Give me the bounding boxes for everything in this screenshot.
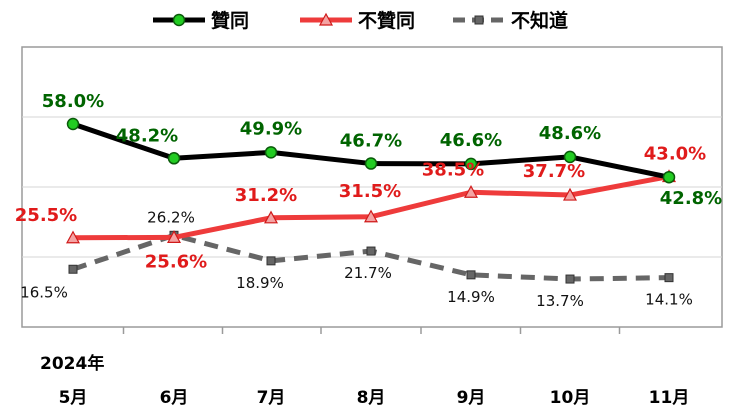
- legend-item: 不贊同: [300, 10, 415, 32]
- data-label: 48.6%: [539, 123, 601, 144]
- x-tick-label: 8月: [357, 388, 386, 408]
- data-label: 16.5%: [20, 283, 68, 301]
- data-label: 43.0%: [644, 144, 706, 165]
- x-axis: 5月 6月 7月 8月 9月 10月 11月 2024年: [40, 353, 689, 408]
- data-label: 21.7%: [344, 264, 392, 282]
- data-label: 14.1%: [645, 291, 693, 309]
- marker-circle: [364, 157, 378, 170]
- marker-square: [565, 274, 575, 284]
- data-label: 42.8%: [660, 188, 722, 209]
- data-label: 13.7%: [536, 292, 584, 310]
- marker-triangle: [463, 184, 479, 198]
- legend-item: 贊同: [153, 10, 249, 32]
- data-label: 38.5%: [422, 159, 484, 180]
- marker-circle: [264, 146, 278, 159]
- series-layer: [65, 117, 677, 284]
- marker-square: [474, 15, 484, 25]
- marker-square: [366, 246, 376, 256]
- data-label: 25.6%: [145, 251, 207, 272]
- data-label: 31.5%: [339, 181, 401, 202]
- data-label: 49.9%: [240, 118, 302, 139]
- x-tick-label: 7月: [257, 388, 286, 408]
- marker-circle: [167, 152, 181, 165]
- legend: 贊同 不贊同 不知道: [153, 9, 568, 32]
- data-label: 58.0%: [42, 91, 104, 112]
- data-label: 26.2%: [147, 208, 195, 226]
- marker-triangle: [363, 209, 379, 223]
- data-labels: 58.0% 48.2% 49.9% 46.7% 46.6% 48.6% 42.8% 25.5%…: [15, 91, 722, 310]
- x-tick-label: 5月: [59, 388, 88, 408]
- x-tick-label: 10月: [550, 388, 591, 408]
- data-label: 25.5%: [15, 205, 77, 226]
- data-label: 14.9%: [447, 288, 495, 306]
- legend-label: 不贊同: [358, 10, 415, 32]
- marker-triangle: [65, 230, 81, 244]
- marker-circle: [66, 117, 80, 131]
- legend-label: 不知道: [511, 9, 568, 32]
- marker-circle: [464, 157, 478, 171]
- marker-triangle: [318, 12, 334, 26]
- x-tick-label: 9月: [457, 388, 486, 408]
- marker-square: [664, 273, 674, 283]
- x-tick-label: 6月: [160, 388, 189, 408]
- marker-triangle: [166, 230, 182, 243]
- plot-area: [21, 46, 723, 334]
- data-label: 18.9%: [236, 274, 284, 292]
- x-tick-label: 11月: [649, 388, 690, 408]
- data-label: 46.7%: [340, 131, 402, 152]
- marker-triangle: [562, 187, 578, 201]
- year-label: 2024年: [40, 353, 104, 374]
- marker-circle: [662, 170, 676, 184]
- marker-square: [266, 256, 276, 266]
- legend-label: 贊同: [211, 10, 249, 32]
- marker-square: [68, 264, 78, 274]
- data-label: 31.2%: [235, 185, 297, 206]
- data-label: 48.2%: [116, 125, 178, 146]
- data-label: 37.7%: [523, 161, 585, 182]
- legend-item: 不知道: [453, 9, 568, 32]
- marker-circle: [172, 13, 186, 27]
- marker-triangle: [263, 210, 279, 224]
- marker-circle: [563, 150, 577, 164]
- data-label: 46.6%: [440, 130, 502, 151]
- marker-square: [466, 270, 476, 280]
